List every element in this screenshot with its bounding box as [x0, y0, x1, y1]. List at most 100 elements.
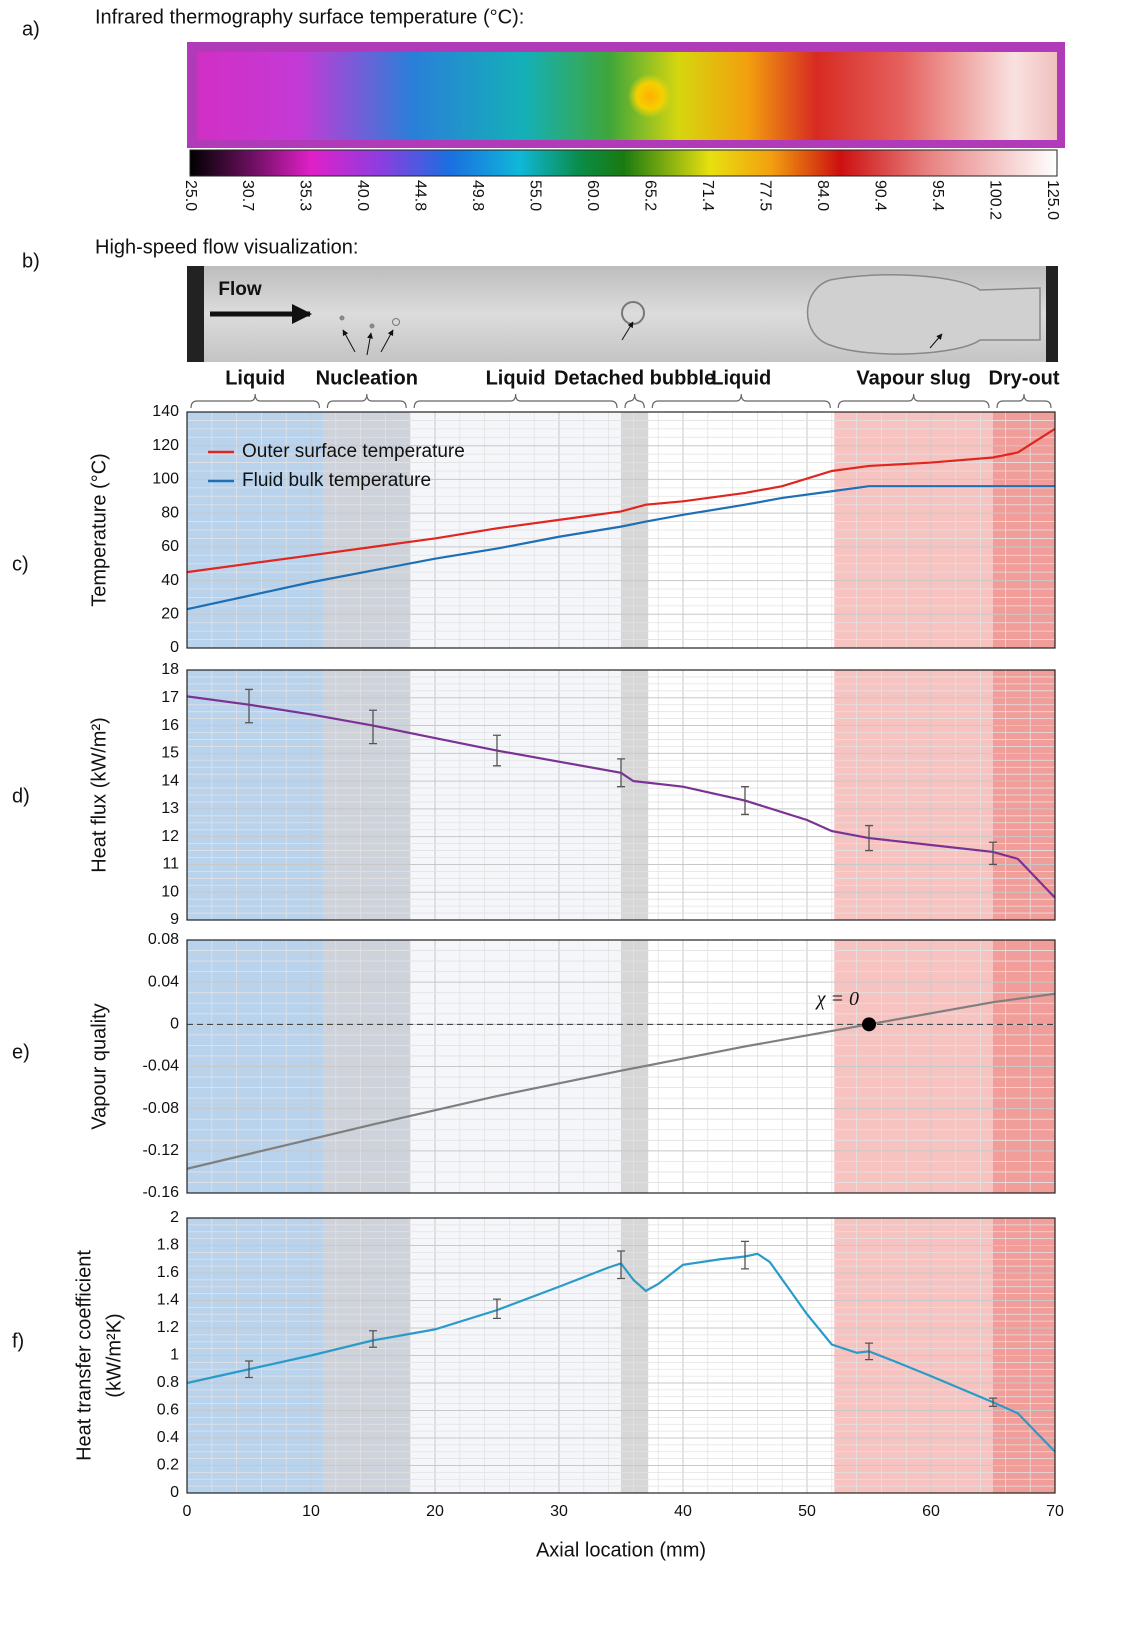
region-label: Liquid	[486, 367, 546, 389]
y-tick-label: 0	[170, 1484, 179, 1501]
y-tick-label: -0.16	[143, 1184, 180, 1201]
error-bar	[493, 1298, 501, 1320]
x-tick-label: 60	[922, 1503, 940, 1520]
y-tick-label: 10	[161, 883, 179, 900]
panel-label: a)	[22, 18, 40, 40]
error-bar	[369, 709, 377, 745]
y-tick-label: 18	[161, 661, 179, 678]
series-line	[186, 485, 1055, 611]
y-tick-label: 140	[152, 403, 179, 420]
colorbar-label: 125.0	[1044, 180, 1061, 220]
legend-label: Fluid bulk temperature	[242, 470, 431, 491]
y-axis-label: Heat transfer coefficient	[73, 1250, 95, 1461]
y-tick-label: 1.6	[157, 1264, 179, 1281]
region-label: Nucleation	[316, 367, 418, 389]
error-bar	[865, 1342, 873, 1361]
colorbar-label: 95.4	[929, 180, 946, 211]
y-tick-label: 0	[170, 639, 179, 656]
region-brace	[190, 393, 320, 409]
chart: -0.16 -0.12 -0.08 -0.04 0 0.04 0.08 χ = 0 Vapour…	[88, 931, 1056, 1201]
panel-label: d)	[12, 785, 30, 807]
y-tick-label: 1	[170, 1347, 179, 1364]
y-tick-label: 15	[161, 745, 179, 762]
region-brace	[624, 393, 645, 409]
series-line	[186, 1252, 1056, 1453]
y-tick-label: 9	[170, 911, 179, 928]
region-brace	[651, 393, 831, 409]
legend-label: Outer surface temperature	[242, 441, 465, 462]
error-bar	[741, 786, 749, 816]
ir-image	[187, 42, 1065, 148]
y-tick-label: 0.04	[148, 973, 179, 990]
flow-label: Flow	[218, 279, 261, 300]
region-label: Vapour slug	[856, 367, 970, 389]
x-tick-label: 70	[1046, 1503, 1064, 1520]
colorbar-label: 30.7	[239, 180, 256, 211]
error-bar	[245, 688, 253, 724]
colorbar-label: 55.0	[527, 180, 544, 211]
panel-label: c)	[12, 553, 29, 575]
y-tick-label: 11	[162, 856, 179, 873]
chart: 9 10 11 12 13 14 15 16 17 18 Heat flux (kW/m²)	[88, 661, 1056, 928]
y-tick-label: -0.12	[143, 1142, 180, 1159]
x-axis-label: Axial location (mm)	[536, 1539, 706, 1561]
plot-frame	[186, 1217, 1056, 1494]
annotation-point	[862, 1017, 876, 1032]
colorbar-label: 60.0	[584, 180, 601, 211]
series-line	[186, 695, 1056, 899]
error-bar	[989, 1397, 997, 1408]
colorbar-label: 49.8	[469, 180, 486, 211]
colorbar-label: 84.0	[814, 180, 831, 211]
region-label: Liquid	[711, 367, 771, 389]
y-tick-label: 20	[161, 606, 179, 623]
y-tick-label: 16	[161, 717, 179, 734]
colorbar	[189, 149, 1058, 177]
region-brace	[996, 393, 1052, 409]
y-tick-label: 0.6	[157, 1402, 179, 1419]
y-tick-label: 1.2	[157, 1319, 179, 1336]
plot-frame	[186, 411, 1056, 649]
annotation: χ = 0	[815, 988, 859, 1010]
y-tick-label: 0	[170, 1016, 179, 1033]
series-line	[186, 992, 1056, 1170]
y-tick-label: -0.04	[143, 1058, 180, 1075]
colorbar-label: 77.5	[756, 180, 773, 211]
y-tick-label: 17	[161, 689, 179, 706]
error-bar	[617, 1250, 625, 1280]
x-tick-label: 50	[798, 1503, 816, 1520]
error-bar	[245, 1360, 253, 1379]
colorbar-label: 35.3	[297, 180, 314, 211]
y-tick-label: 80	[161, 504, 179, 521]
colorbar-label: 40.0	[354, 180, 371, 211]
y-tick-label: 0.2	[157, 1457, 179, 1474]
colorbar-label: 100.2	[986, 180, 1003, 220]
error-bar	[493, 734, 501, 767]
region-brace	[413, 393, 618, 409]
x-tick-label: 0	[183, 1503, 192, 1520]
y-axis-label: Heat flux (kW/m²)	[88, 717, 110, 873]
series-line	[186, 427, 1056, 574]
x-tick-label: 40	[674, 1503, 692, 1520]
colorbar-label: 25.0	[182, 180, 199, 211]
error-bar	[617, 758, 625, 788]
flow-title: High-speed flow visualization:	[95, 236, 358, 258]
y-tick-label: 12	[161, 828, 179, 845]
y-tick-label: 2	[170, 1209, 179, 1226]
y-tick-label: -0.08	[143, 1100, 180, 1117]
chart: 0 0.2 0.4 0.6 0.8 1 1.2 1.4 1.6 1.8 2 Heat transfer…	[73, 1209, 1064, 1561]
error-bar	[369, 1330, 377, 1348]
x-tick-label: 20	[426, 1503, 444, 1520]
colorbar-label: 71.4	[699, 180, 716, 211]
error-bar	[989, 841, 997, 866]
y-tick-label: 1.4	[157, 1292, 179, 1309]
panel-label: b)	[22, 250, 40, 272]
y-axis-label: (kW/m²K)	[103, 1313, 125, 1397]
y-tick-label: 0.4	[157, 1429, 179, 1446]
region-label: Liquid	[225, 367, 285, 389]
y-axis-label: Temperature (°C)	[88, 453, 110, 607]
plot-frame	[186, 669, 1056, 921]
y-tick-label: 0.8	[157, 1374, 179, 1391]
colorbar-label: 65.2	[641, 180, 658, 211]
region-brace	[326, 393, 407, 409]
